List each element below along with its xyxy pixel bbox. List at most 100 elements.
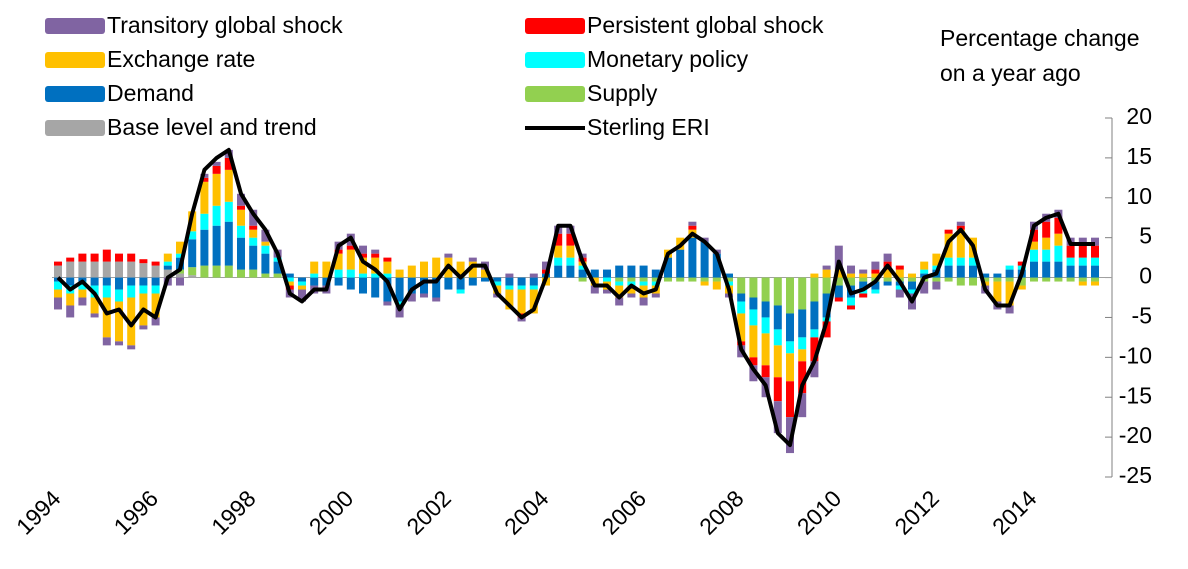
bar-segment [871,289,880,294]
bar-segment [1042,221,1051,238]
bar-segment [200,177,209,182]
bar-segment [908,289,916,294]
bar-segment [371,257,380,274]
bar-segment [859,281,868,290]
x-tick-label: 2000 [304,485,359,540]
bar-segment [627,265,636,278]
bar-segment [334,269,343,278]
bar-segment [1091,257,1099,266]
bar-segment [151,261,160,266]
bar-segment [383,257,392,262]
bar-segment [810,329,819,338]
bar-segment [237,193,245,206]
bar-segment [188,231,197,240]
bar-segment [871,273,880,278]
bar-segment [298,277,306,282]
bar-segment [895,285,904,290]
bar-segment [444,277,453,290]
bar-segment [1091,237,1099,246]
bar-segment [566,265,575,278]
bar-segment [420,293,428,298]
bar-segment [249,225,258,230]
bar-segment [883,277,892,282]
bar-segment [1017,261,1026,266]
bar-segment [1042,261,1051,278]
y-tick-label: -5 [1132,303,1152,329]
bar-segment [1091,265,1099,278]
bar-segment [66,293,75,306]
bar-segment [90,261,99,278]
bar-segment [786,313,794,342]
bar-segment [200,213,209,230]
bar-segment [505,289,514,310]
bar-segment [151,265,160,278]
bar-segment [529,285,538,290]
bar-segment [932,281,941,290]
bar-segment [273,261,282,274]
bar-segment [212,161,221,166]
bar-segment [517,285,526,290]
bar-segment [566,233,575,246]
bar-segment [127,297,136,346]
legend-swatch [45,120,105,136]
bar-segment [66,277,75,286]
bar-segment [908,277,916,282]
bar-segment [883,269,892,278]
bar-segment [920,281,929,294]
bar-segment [310,273,319,278]
bar-segment [529,273,538,278]
bar-segment [688,221,697,226]
bar-segment [505,285,514,290]
x-tick-label: 2006 [597,485,652,540]
bar-segment [261,241,270,246]
bar-segment [615,297,624,306]
bar-segment [956,229,965,258]
bar-segment [249,209,258,226]
bar-segment [334,277,343,286]
bar-segment [773,377,782,402]
legend-swatch [525,52,585,68]
bar-segment [554,233,563,246]
bar-segment [956,257,965,266]
bar-segment [1091,277,1099,282]
bar-segment [1030,261,1038,278]
bar-segment [920,269,929,274]
bar-segment [346,245,355,250]
bar-segment [456,289,465,294]
bar-segment [615,285,624,298]
bar-segment [1005,281,1014,306]
bar-segment [54,289,62,298]
y-tick-label: -15 [1119,382,1152,408]
bar-segment [749,357,758,366]
x-tick-label: 2014 [987,485,1042,540]
bar-segment [639,297,648,306]
bar-segment [468,261,477,278]
bar-segment [115,301,123,342]
bar-segment [700,277,709,282]
bar-segment [798,349,807,362]
legend-swatch [45,52,105,68]
bar-segment [590,285,599,294]
bar-segment [810,301,819,330]
bar-segment [847,265,855,274]
bar-segment [188,239,197,268]
bar-segment [115,277,123,290]
bar-segment [676,277,685,282]
bar-segment [212,225,221,266]
bar-segment [273,273,282,278]
bar-segment [163,261,172,266]
bar-segment [151,285,160,294]
bar-segment [712,277,721,282]
bar-segment [798,337,807,350]
bar-segment [90,277,99,286]
bar-segment [651,269,660,278]
bar-segment [1066,257,1075,266]
bar-segment [139,285,148,294]
x-tick-label: 2010 [792,485,847,540]
bar-segment [163,269,172,278]
bar-segment [1078,257,1087,266]
bar-segment [786,381,794,418]
bar-segment [407,293,416,302]
bar-segment [359,257,367,274]
bar-segment [371,277,380,298]
